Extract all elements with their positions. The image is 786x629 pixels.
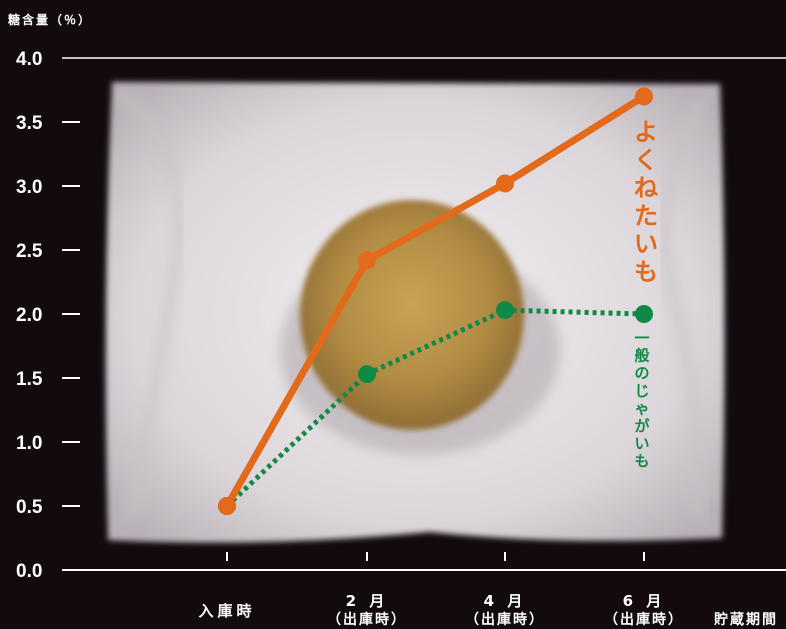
series-label-char: が [634,417,650,435]
potato [300,200,524,430]
series-label-char: ゃ [634,399,649,417]
x-tick-label: 4 月 [484,592,527,610]
y-tick-label: 2.5 [16,241,43,262]
point-yokunetaimo [496,174,514,193]
y-tick-label: 3.5 [16,113,43,134]
y-tick-label: 1.5 [16,369,43,390]
point-yokunetaimo [218,497,236,515]
y-tick-label: 4.0 [16,49,42,70]
point-ippan [358,365,376,384]
bag-fold-right [656,95,712,521]
y-tick-label: 0.0 [16,561,42,582]
x-tick-label: 2 月 [346,592,389,610]
y-tick-label: 1.0 [16,433,42,454]
series-label-char: 般 [634,347,649,365]
series-label-char: も [634,258,658,286]
bag-photo [105,82,725,543]
series-layer [218,87,653,515]
series-label-char: も [634,452,649,470]
series-label-char: 一 [634,329,649,347]
series-label-char: じ [634,382,649,400]
series-label-char: た [634,202,658,230]
point-ippan [635,305,653,323]
x-tick-sublabel: （出庫時） [604,611,684,628]
bag-fold-left [116,89,186,522]
series-label-char: い [634,230,658,258]
y-axis-label: 糖含量（％） [8,12,92,27]
x-axis-label: 貯蔵期間 [714,611,778,628]
series-label-char: よ [634,118,658,146]
point-yokunetaimo [358,251,376,270]
series-label-char: く [634,146,658,174]
x-tick-label: 入庫時 [198,602,255,620]
series-label-char: ね [634,174,658,202]
point-yokunetaimo [635,87,653,106]
series-line-ippan [225,307,645,508]
series-label-char: の [634,364,649,382]
x-tick-sublabel: （出庫時） [465,611,545,628]
y-tick-label: 3.0 [16,177,42,198]
series-line-yokunetaimo [223,92,648,510]
y-tick-label: 2.0 [16,305,42,326]
y-tick-label: 0.5 [16,497,43,518]
x-tick-sublabel: （出庫時） [327,611,407,628]
point-ippan [496,301,514,320]
series-label-char: い [634,435,649,453]
x-tick-label: 6 月 [623,592,666,610]
